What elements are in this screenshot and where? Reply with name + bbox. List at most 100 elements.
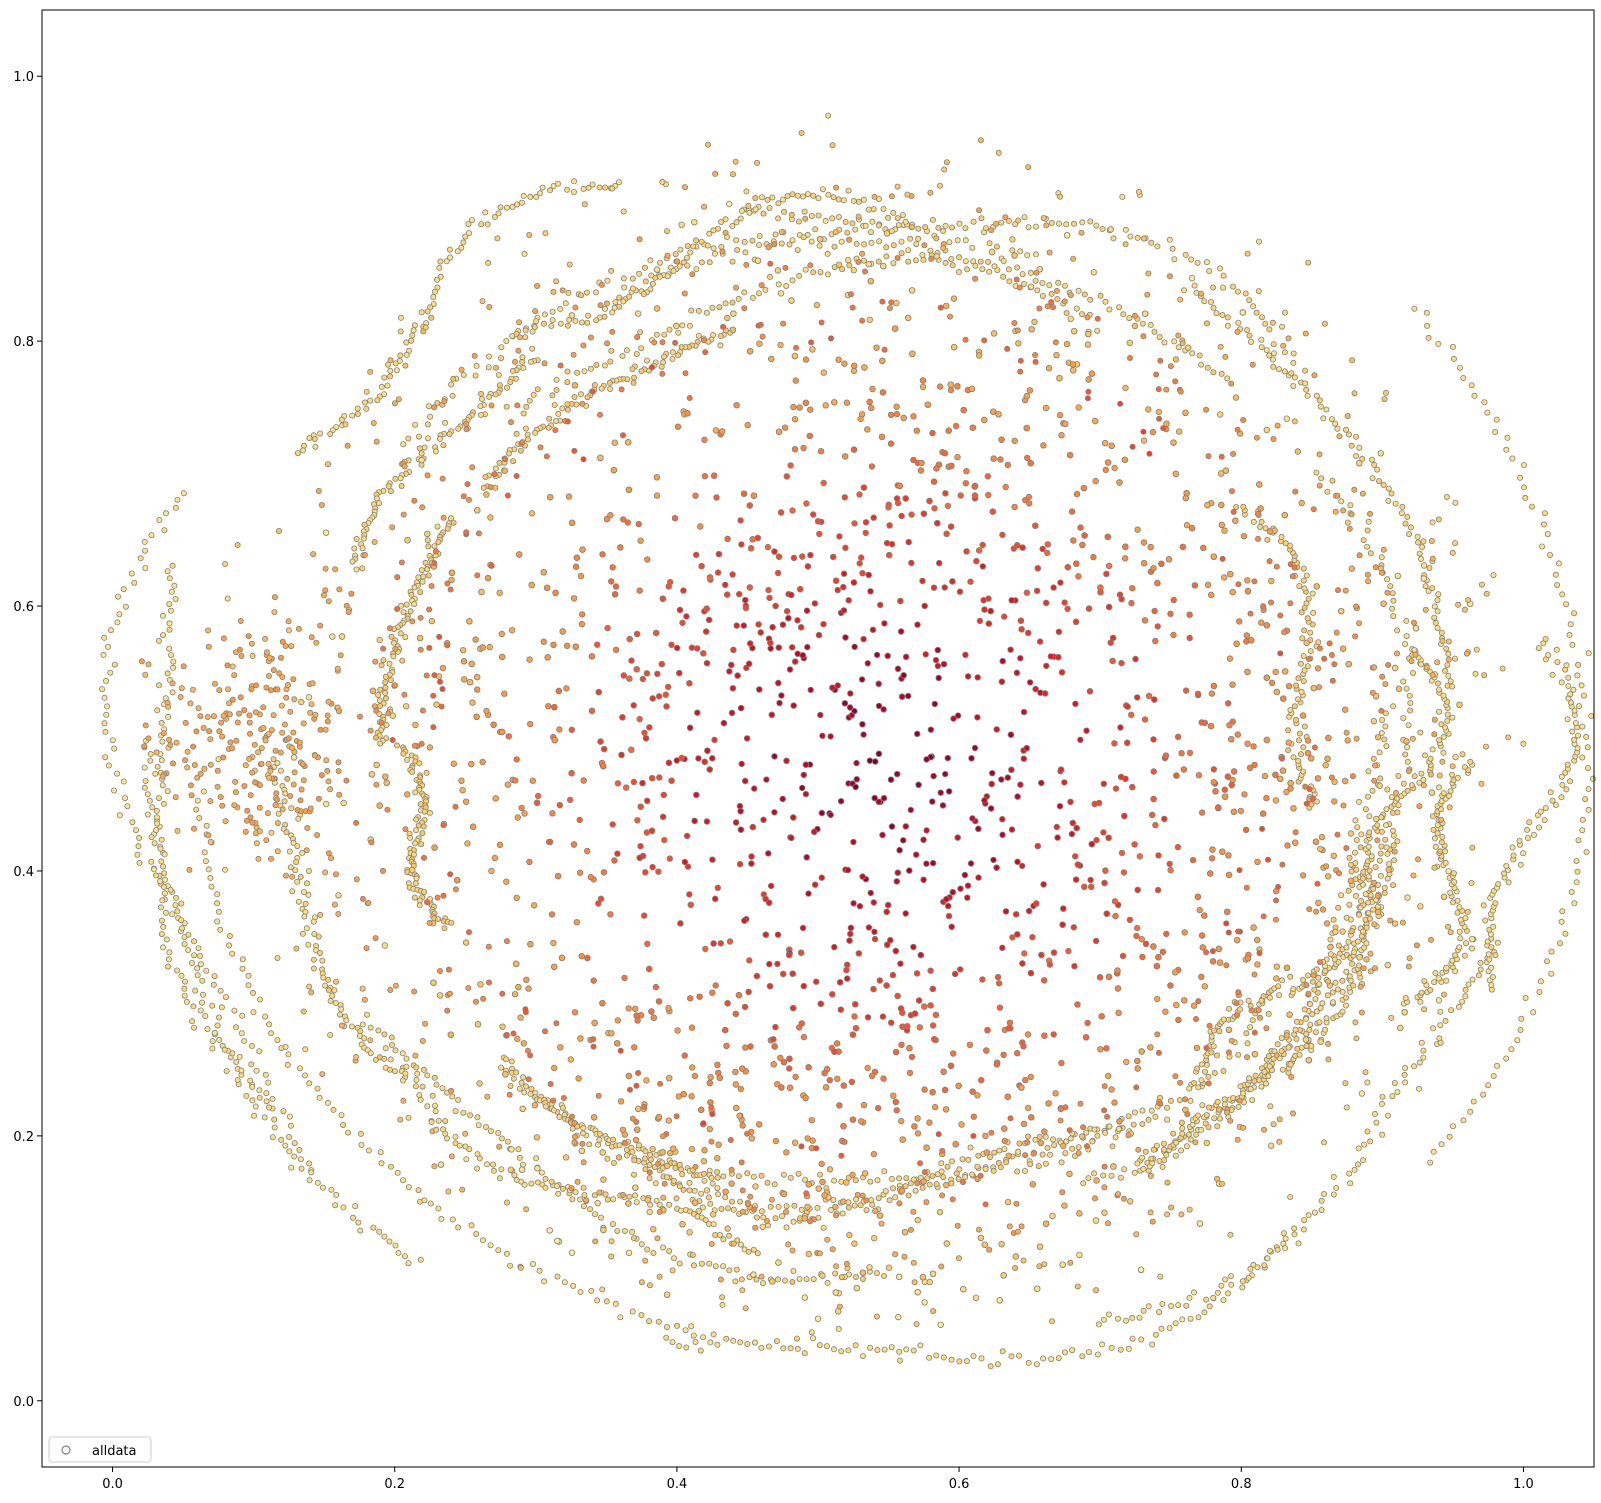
scatter-point	[496, 459, 503, 466]
scatter-point	[1126, 315, 1133, 322]
scatter-point	[1570, 686, 1577, 693]
scatter-point	[673, 1195, 680, 1202]
scatter-point	[985, 258, 992, 265]
scatter-point	[1447, 889, 1454, 896]
scatter-point	[841, 360, 848, 367]
scatter-point	[433, 276, 440, 283]
scatter-point	[549, 810, 556, 817]
scatter-point	[1293, 682, 1300, 689]
scatter-point	[921, 602, 928, 610]
scatter-point	[880, 205, 887, 212]
scatter-point	[809, 1137, 816, 1144]
scatter-point	[482, 473, 489, 480]
scatter-point	[1372, 815, 1380, 823]
scatter-point	[936, 559, 943, 567]
scatter-point	[1164, 1104, 1171, 1111]
scatter-point	[170, 664, 177, 671]
scatter-point	[275, 810, 282, 817]
scatter-point	[439, 1085, 446, 1092]
scatter-point	[948, 1356, 955, 1363]
scatter-point	[1346, 901, 1353, 908]
scatter-point	[393, 742, 400, 749]
scatter-point	[1588, 713, 1595, 720]
scatter-point	[1145, 406, 1152, 413]
scatter-point	[703, 818, 711, 825]
scatter-point	[1438, 839, 1445, 846]
scatter-point	[226, 933, 233, 940]
scatter-point	[747, 1043, 754, 1050]
scatter-point	[1504, 434, 1511, 441]
scatter-point	[1571, 707, 1578, 714]
scatter-point	[1001, 613, 1008, 620]
scatter-point	[373, 761, 380, 769]
scatter-point	[956, 254, 963, 261]
scatter-point	[553, 386, 560, 393]
scatter-point	[107, 669, 114, 676]
scatter-point	[478, 221, 485, 228]
scatter-point	[1310, 978, 1317, 985]
scatter-point	[556, 1114, 563, 1121]
scatter-point	[476, 1155, 483, 1162]
scatter-point	[1385, 866, 1392, 873]
scatter-point	[799, 784, 806, 792]
scatter-point	[1291, 703, 1298, 710]
scatter-point	[996, 1004, 1004, 1011]
scatter-point	[1390, 703, 1397, 710]
scatter-point	[834, 682, 841, 689]
scatter-point	[998, 219, 1005, 226]
scatter-point	[942, 770, 949, 778]
scatter-point	[903, 1346, 910, 1353]
scatter-point	[392, 1242, 399, 1249]
scatter-point	[1482, 917, 1489, 924]
scatter-point	[1077, 524, 1084, 531]
scatter-point	[302, 900, 309, 907]
scatter-point	[1018, 626, 1025, 633]
scatter-point	[1148, 1155, 1155, 1162]
scatter-point	[744, 1170, 751, 1177]
scatter-point	[1404, 744, 1411, 751]
scatter-point	[1583, 849, 1590, 856]
scatter-point	[778, 692, 785, 699]
scatter-point	[159, 738, 166, 745]
scatter-point	[1150, 565, 1157, 572]
scatter-point	[810, 1276, 817, 1283]
scatter-point	[668, 641, 675, 648]
scatter-point	[1244, 740, 1251, 747]
scatter-point	[132, 827, 139, 834]
scatter-point	[1222, 1276, 1229, 1283]
scatter-point	[1150, 736, 1157, 743]
scatter-point	[515, 1146, 522, 1153]
scatter-point	[754, 257, 762, 264]
scatter-point	[1580, 692, 1587, 699]
scatter-point	[858, 676, 866, 683]
scatter-point	[741, 1003, 749, 1011]
scatter-point	[1356, 798, 1363, 805]
scatter-point	[129, 819, 136, 826]
scatter-point	[914, 1288, 921, 1296]
scatter-point	[716, 304, 723, 311]
scatter-point	[166, 575, 173, 582]
scatter-point	[849, 1116, 857, 1123]
scatter-point	[510, 458, 517, 465]
scatter-point	[1394, 809, 1401, 816]
scatter-point	[1509, 844, 1516, 851]
scatter-point	[1266, 1247, 1273, 1254]
scatter-point	[1178, 750, 1185, 757]
scatter-point	[642, 264, 649, 271]
scatter-point	[835, 213, 842, 220]
scatter-point	[348, 1023, 355, 1030]
scatter-point	[1467, 758, 1474, 765]
scatter-point	[1324, 488, 1331, 495]
scatter-point	[1330, 999, 1337, 1006]
scatter-point	[1360, 868, 1367, 875]
scatter-point	[298, 1165, 305, 1172]
scatter-point	[1213, 310, 1220, 317]
scatter-point	[1344, 737, 1351, 744]
scatter-point	[386, 660, 393, 667]
scatter-point	[463, 1156, 470, 1163]
scatter-point	[1240, 1090, 1247, 1097]
scatter-point	[1248, 338, 1255, 345]
scatter-point	[248, 1043, 255, 1050]
scatter-point	[954, 453, 961, 461]
scatter-point	[521, 810, 528, 817]
